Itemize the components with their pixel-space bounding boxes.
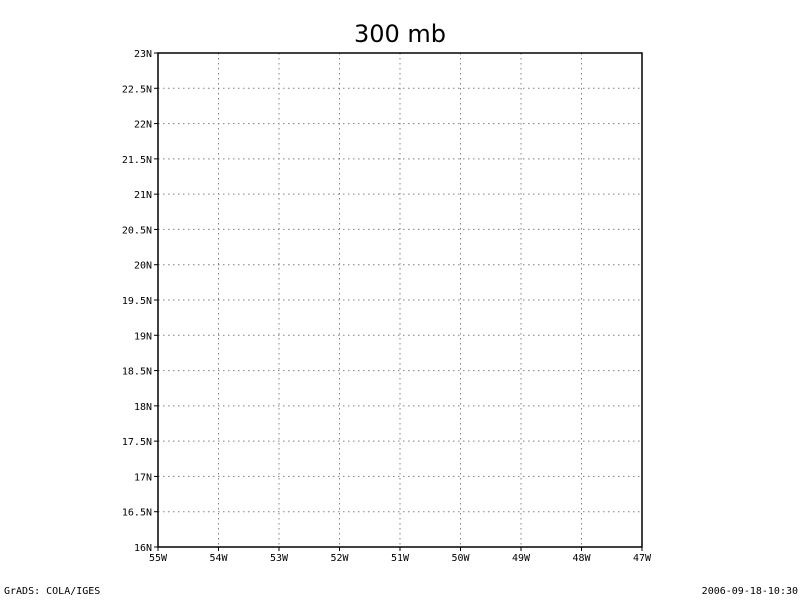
grid-lines xyxy=(158,53,642,547)
latitude-label: 20.5N xyxy=(122,225,152,236)
longitude-label: 50W xyxy=(451,553,470,564)
latitude-label: 20N xyxy=(134,261,152,272)
latitude-label: 16.5N xyxy=(122,508,152,519)
latitude-label: 17N xyxy=(134,472,152,483)
latitude-label: 17.5N xyxy=(122,437,152,448)
latitude-label: 18N xyxy=(134,402,152,413)
longitude-label: 47W xyxy=(633,553,652,564)
longitude-labels: 55W 54W 53W 52W 51W 50W 49W 48W 47W xyxy=(149,553,652,564)
latitude-label: 22N xyxy=(134,120,152,131)
footer-timestamp: 2006-09-18-10:30 xyxy=(701,586,798,597)
longitude-label: 48W xyxy=(572,553,591,564)
latitude-label: 18.5N xyxy=(122,367,152,378)
longitude-label: 53W xyxy=(270,553,289,564)
map-frame xyxy=(157,52,643,548)
latitude-label: 21N xyxy=(134,190,152,201)
longitude-label: 55W xyxy=(149,553,168,564)
plot-title: 300 mb xyxy=(354,20,446,48)
latitude-label: 19N xyxy=(134,331,152,342)
latitude-label: 19.5N xyxy=(122,296,152,307)
latitude-labels: 16N 16.5N 17N 17.5N 18N 18.5N 19N 19.5N 20N 20.5N… xyxy=(122,49,152,554)
latitude-label: 23N xyxy=(134,49,152,60)
longitude-label: 54W xyxy=(209,553,228,564)
longitude-label: 49W xyxy=(512,553,531,564)
latitude-label: 22.5N xyxy=(122,84,152,95)
longitude-label: 51W xyxy=(391,553,410,564)
footer-credit: GrADS: COLA/IGES xyxy=(4,586,101,597)
latitude-label: 16N xyxy=(134,543,152,554)
latitude-label: 21.5N xyxy=(122,155,152,166)
longitude-label: 52W xyxy=(330,553,349,564)
